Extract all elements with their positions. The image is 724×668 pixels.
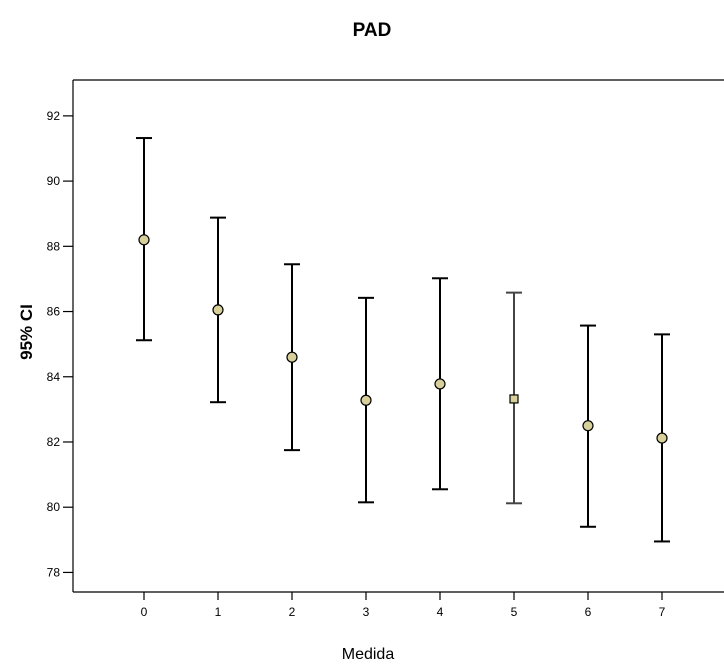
x-tick-label: 0 — [141, 605, 148, 619]
mean-marker — [582, 420, 594, 432]
y-tick-label: 80 — [47, 500, 61, 514]
x-axis: 0 1 2 3 4 5 6 7 — [141, 592, 666, 619]
x-tick-label: 2 — [289, 605, 296, 619]
plot-frame — [72, 79, 724, 593]
x-tick-label: 1 — [215, 605, 222, 619]
mean-marker — [212, 304, 224, 316]
x-axis-title: Medida — [342, 646, 395, 663]
y-tick-label: 84 — [47, 370, 61, 384]
x-tick-label: 6 — [585, 605, 592, 619]
x-tick-label: 7 — [659, 605, 666, 619]
mean-marker — [656, 432, 668, 444]
y-tick-label: 86 — [47, 305, 61, 319]
y-tick-label: 82 — [47, 435, 61, 449]
mean-markers — [138, 234, 668, 444]
mean-marker — [509, 394, 519, 404]
mean-marker — [434, 378, 446, 390]
x-tick-label: 4 — [437, 605, 444, 619]
mean-marker — [286, 351, 298, 363]
mean-marker — [138, 234, 150, 246]
mean-marker — [360, 394, 372, 406]
x-tick-label: 3 — [363, 605, 370, 619]
y-tick-label: 92 — [47, 109, 61, 123]
x-tick-label: 5 — [511, 605, 518, 619]
error-bars — [136, 137, 670, 543]
y-tick-label: 88 — [47, 239, 61, 253]
y-tick-label: 90 — [47, 174, 61, 188]
y-tick-label: 78 — [47, 565, 61, 579]
y-axis: 78 80 82 84 86 88 90 92 — [47, 109, 73, 579]
y-axis-title: 95% CI — [17, 304, 36, 360]
chart-title: PAD — [353, 20, 392, 41]
